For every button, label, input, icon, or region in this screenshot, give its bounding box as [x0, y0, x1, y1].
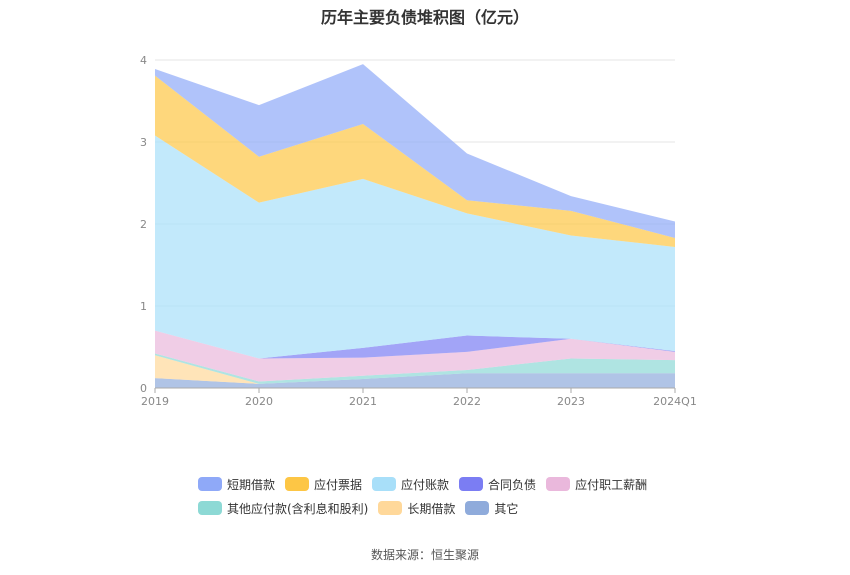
y-tick-label: 1 — [140, 300, 147, 313]
y-tick-label: 3 — [140, 136, 147, 149]
y-tick-label: 2 — [140, 218, 147, 231]
area-series — [155, 64, 675, 388]
legend-item[interactable]: 其它 — [465, 500, 518, 517]
x-tick-label: 2022 — [453, 395, 481, 408]
x-tick-label: 2021 — [349, 395, 377, 408]
legend-item[interactable]: 合同负债 — [459, 476, 536, 493]
legend-label: 合同负债 — [488, 477, 537, 492]
legend-label: 应付票据 — [314, 477, 363, 492]
x-tick-label: 2024Q1 — [653, 395, 697, 408]
legend-label: 应付职工薪酬 — [575, 477, 648, 492]
legend-swatch — [465, 501, 490, 515]
legend-swatch — [198, 477, 222, 491]
y-tick-label: 4 — [140, 54, 147, 67]
legend-label: 其它 — [494, 501, 519, 516]
legend-label: 其他应付款(含利息和股利) — [227, 501, 369, 516]
legend-label: 短期借款 — [227, 477, 276, 492]
legend-swatch — [378, 501, 403, 515]
legend-swatch — [459, 477, 484, 491]
legend-item[interactable]: 应付职工薪酬 — [546, 476, 647, 493]
area-应付票据 — [155, 75, 675, 247]
legend: 短期借款 应付票据 应付账款 合同负债 应付职工薪酬 其他应付款(含利息和股利) 长期借款其… — [198, 472, 718, 520]
x-tick-label: 2020 — [245, 395, 273, 408]
area-合同负债 — [155, 330, 675, 359]
legend-label: 长期借款 — [407, 501, 456, 516]
x-tick-label: 2019 — [141, 395, 169, 408]
legend-swatch — [546, 477, 571, 491]
legend-item[interactable]: 短期借款 — [198, 476, 275, 493]
chart-title: 历年主要负债堆积图（亿元） — [320, 8, 529, 27]
area-应付职工薪酬 — [155, 330, 675, 382]
legend-item[interactable]: 应付票据 — [285, 476, 362, 493]
legend-item[interactable]: 其他应付款(含利息和股利) — [198, 500, 368, 517]
axes: 0 1 2 3 4 2019 2020 2021 2022 2023 2024Q1 — [140, 54, 697, 408]
legend-swatch — [285, 477, 310, 491]
data-source: 数据来源：恒生聚源 — [370, 548, 479, 562]
legend-swatch — [198, 501, 222, 515]
legend-item[interactable]: 应付账款 — [372, 476, 449, 493]
area-其它 — [155, 373, 675, 388]
legend-row: 其他应付款(含利息和股利) 长期借款 其它 — [198, 496, 718, 520]
area-其他应付款(含利息和股利) — [155, 353, 675, 384]
legend-label: 应付账款 — [401, 477, 450, 492]
x-tick-label: 2023 — [557, 395, 585, 408]
legend-swatch — [372, 477, 397, 491]
area-应付账款 — [155, 135, 675, 359]
area-短期借款 — [155, 64, 675, 238]
y-tick-label: 0 — [140, 382, 147, 395]
legend-row: 短期借款 应付票据 应付账款 合同负债 应付职工薪酬 — [198, 472, 718, 496]
legend-item[interactable]: 长期借款 — [378, 500, 455, 517]
area-长期借款 — [155, 355, 675, 384]
